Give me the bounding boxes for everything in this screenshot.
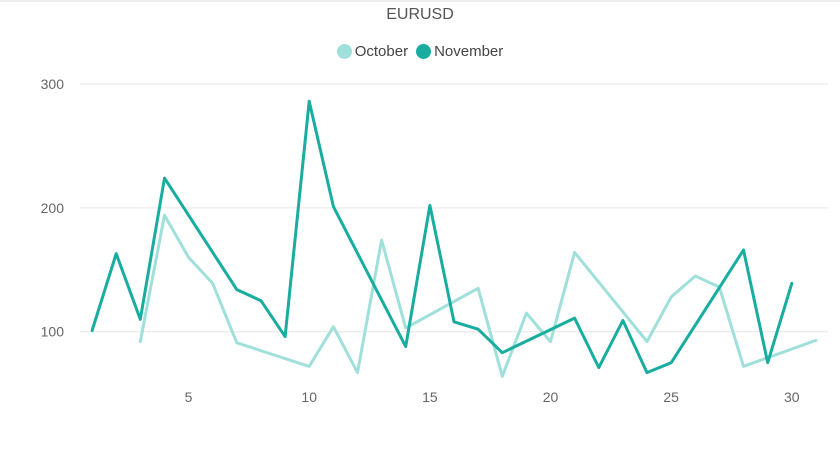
y-tick-label-100: 100 — [41, 324, 65, 340]
legend-label-november: November — [434, 43, 504, 60]
x-tick-label-25: 25 — [663, 389, 679, 405]
x-tick-label-30: 30 — [784, 389, 800, 405]
legend-item-october[interactable]: October — [336, 43, 409, 60]
y-tick-label-300: 300 — [41, 76, 65, 92]
top-divider — [0, 0, 840, 2]
x-tick-label-10: 10 — [301, 389, 317, 405]
chart-title: EURUSD — [386, 6, 454, 23]
x-tick-label-20: 20 — [543, 389, 559, 405]
legend-label-october: October — [354, 43, 409, 60]
legend-swatch-october — [336, 44, 352, 59]
series-line-october[interactable] — [138, 213, 818, 378]
chart-legend: October November — [0, 43, 840, 60]
series-line-november[interactable] — [90, 99, 794, 375]
x-tick-label-5: 5 — [185, 389, 193, 405]
x-tick-label-15: 15 — [422, 389, 438, 405]
y-tick-label-200: 200 — [41, 200, 65, 216]
legend-swatch-november — [416, 44, 432, 59]
legend-item-november[interactable]: November — [416, 43, 503, 60]
